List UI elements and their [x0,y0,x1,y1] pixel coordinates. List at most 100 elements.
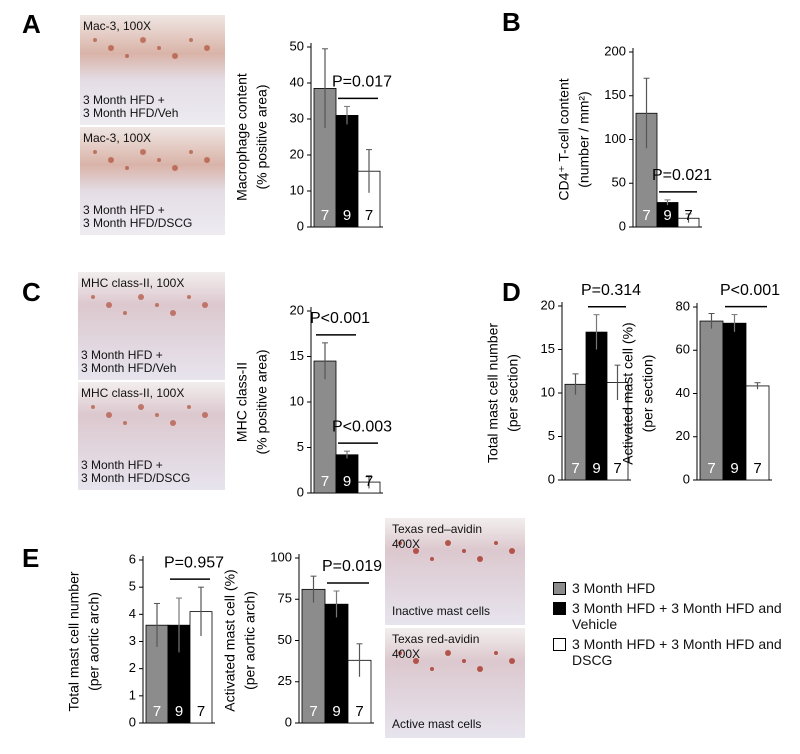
stain-spot [430,667,434,671]
stain-spot [187,295,191,299]
stain-spot [157,158,161,162]
image-caption: 3 Month HFD + [81,348,163,362]
y-axis-label: Activated mast cell (%) [222,569,238,711]
y-tick-label: 40 [676,385,690,400]
y-tick-label: 3 [129,633,136,648]
panel-label: E [22,543,39,573]
y-axis-label: (% positive area) [254,84,270,189]
y-tick-label: 150 [604,87,626,102]
n-label: 9 [343,473,351,490]
y-tick-label: 4 [129,606,136,621]
micrograph [78,272,225,380]
y-tick-label: 40 [290,74,304,89]
image-caption: Active mast cells [392,717,481,731]
y-tick-label: 50 [612,175,626,190]
stain-spot [140,149,146,155]
y-axis-label: CD4⁺ T-cell content [556,78,572,200]
stain-spot [445,650,451,656]
stain-spot [413,658,419,664]
y-tick-label: 6 [129,551,136,566]
stain-spot [108,157,114,163]
stain-spot [140,37,146,43]
stain-spot [430,557,434,561]
image-caption: MHC class-II, 100X [81,276,184,290]
y-tick-label: 20 [676,428,690,443]
stain-spot [123,421,127,425]
legend-swatch [553,582,566,595]
stain-spot [462,659,466,663]
image-caption: 3 Month HFD/DSCG [83,216,192,230]
image-caption: Texas red-avidin [392,632,479,646]
n-label: 7 [684,207,692,224]
n-label: 9 [343,207,351,224]
image-caption: 400X [392,537,420,551]
y-tick-label: 0 [129,714,136,729]
image-caption: 3 Month HFD + [81,458,163,472]
stain-spot [477,556,483,562]
legend-item: 3 Month HFD + 3 Month HFD and DSCG [553,636,793,668]
panel-label: D [502,277,521,307]
image-caption: Inactive mast cells [392,604,490,618]
n-label: 9 [663,207,671,224]
stain-spot [125,166,129,170]
y-tick-label: 5 [548,428,555,443]
legend-label: 3 Month HFD + 3 Month HFD and Vehicle [572,600,782,632]
p-value: P=0.314 [581,282,641,299]
stain-spot [170,310,176,316]
y-axis-label: Total mast cell number [66,571,82,711]
y-tick-label: 0 [297,218,304,233]
y-tick-label: 1 [129,687,136,702]
micrograph [80,127,225,235]
n-label: 7 [613,460,621,477]
stain-spot [204,157,210,163]
y-tick-label: 10 [541,384,555,399]
legend-label: 3 Month HFD + 3 Month HFD and DSCG [572,636,782,668]
stain-spot [155,413,159,417]
y-axis-label: MHC class-II [234,362,250,442]
panel-label: A [22,9,41,39]
y-tick-label: 5 [297,439,304,454]
legend-item: 3 Month HFD + 3 Month HFD and Vehicle [553,600,793,632]
n-label: 7 [365,207,373,224]
y-tick-label: 20 [290,302,304,317]
y-axis-label: (per section) [640,355,656,433]
n-label: 7 [571,460,579,477]
y-tick-label: 15 [541,341,555,356]
image-caption: MHC class-II, 100X [81,386,184,400]
n-label: 7 [707,460,715,477]
y-tick-label: 20 [541,297,555,312]
stain-spot [202,302,208,308]
y-tick-label: 50 [278,632,292,647]
stain-spot [202,412,208,418]
y-tick-label: 20 [290,146,304,161]
y-tick-label: 50 [290,38,304,53]
y-tick-label: 0 [285,714,292,729]
image-caption: 400X [392,647,420,661]
image-caption: Texas red–avidin [392,522,482,536]
p-value: P=0.021 [652,167,712,184]
stain-spot [125,54,129,58]
y-axis-label: (number / mm²) [576,91,592,187]
stain-spot [91,295,95,299]
y-tick-label: 75 [278,591,292,606]
stain-spot [494,541,498,545]
stain-spot [123,311,127,315]
p-value: P=0.019 [322,558,382,575]
legend-swatch [553,602,566,615]
p-value: P<0.003 [332,418,392,435]
image-caption: Mac-3, 100X [83,131,151,145]
n-label: 9 [730,460,738,477]
stain-spot [204,45,210,51]
y-tick-label: 2 [129,660,136,675]
y-axis-label: Activated mast cell (%) [620,322,636,464]
micrograph [80,15,225,125]
stain-spot [413,548,419,554]
n-label: 7 [355,703,363,720]
stain-spot [138,294,144,300]
n-label: 7 [153,703,161,720]
y-tick-label: 200 [604,43,626,58]
stain-spot [477,666,483,672]
y-tick-label: 0 [548,471,555,486]
